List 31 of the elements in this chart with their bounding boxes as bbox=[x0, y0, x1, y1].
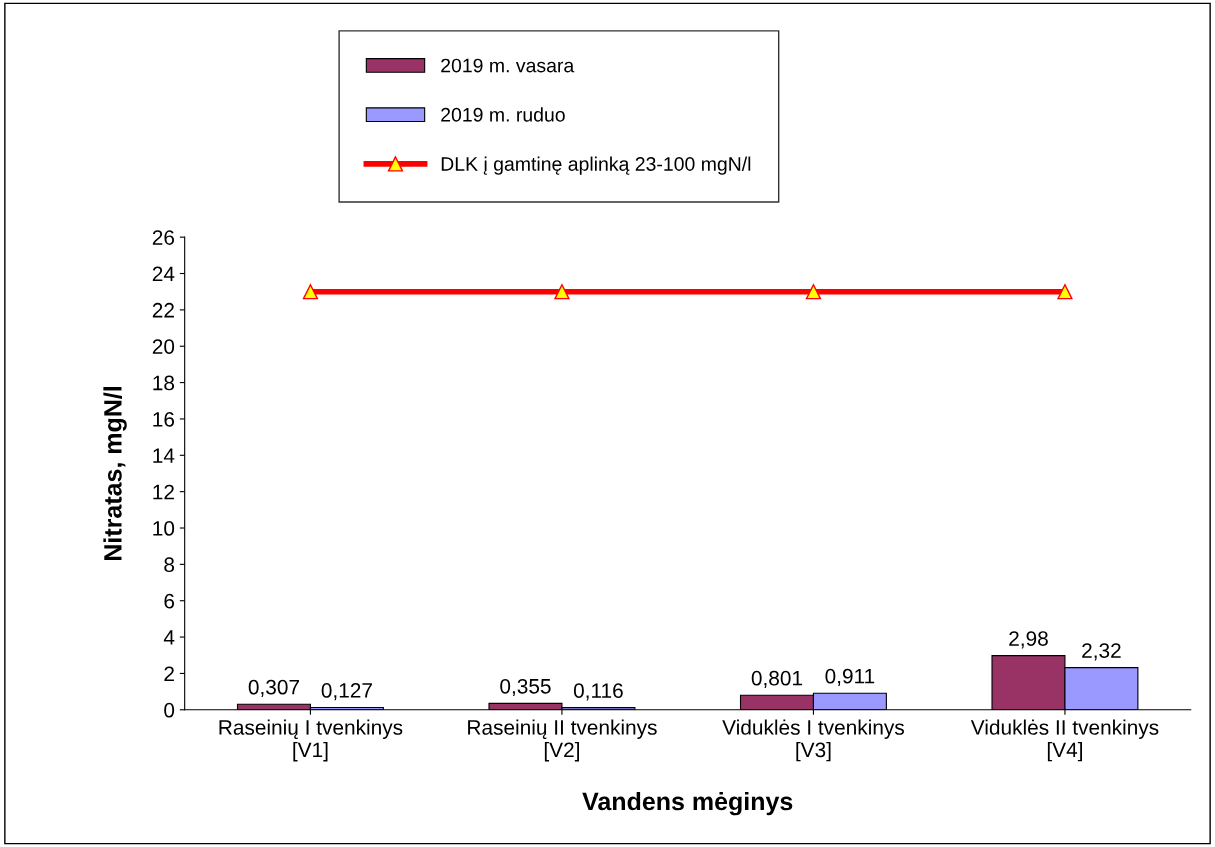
y-tick-label: 16 bbox=[153, 411, 175, 427]
y-axis-title: Nitratas, mgN/l bbox=[103, 387, 127, 561]
data-label: 0,911 bbox=[825, 668, 875, 687]
y-tick-label: 14 bbox=[153, 448, 175, 463]
data-label: 2,98 bbox=[1009, 631, 1048, 649]
y-tick-label: 10 bbox=[153, 521, 175, 536]
y-tick-label: 4 bbox=[163, 630, 175, 645]
y-tick-label: 18 bbox=[153, 375, 175, 391]
x-tick-label: Raseinių I tvenkinys [V1] bbox=[219, 719, 403, 762]
legend-label: 2019 m. vasara bbox=[441, 58, 575, 73]
x-tick-label: Viduklės II tvenkinys [V4] bbox=[970, 719, 1159, 762]
legend-label: 2019 m. ruduo bbox=[441, 107, 565, 122]
y-tick-label: 12 bbox=[153, 484, 174, 500]
legend-label: DLK į gamtinę aplinką 23-100 mgN/l bbox=[441, 156, 751, 175]
y-tick-label: 0 bbox=[164, 702, 175, 718]
data-label: 0,116 bbox=[573, 683, 623, 701]
y-tick-label: 22 bbox=[152, 302, 174, 318]
y-tick-label: 26 bbox=[152, 230, 175, 245]
data-label: 0,307 bbox=[248, 679, 299, 697]
data-label: 0,801 bbox=[751, 670, 803, 689]
data-label: 0,355 bbox=[500, 678, 551, 697]
y-tick-label: 2 bbox=[164, 666, 174, 681]
data-label: 2,32 bbox=[1082, 643, 1121, 661]
y-tick-label: 24 bbox=[152, 266, 175, 282]
x-tick-label: Raseinių II tvenkinys [V2] bbox=[468, 719, 657, 762]
data-label: 0,127 bbox=[321, 683, 372, 701]
x-axis-title: Vandens mėginys bbox=[582, 791, 793, 816]
x-tick-label: Viduklės I tvenkinys [V3] bbox=[722, 719, 904, 762]
y-tick-label: 8 bbox=[164, 557, 175, 573]
y-tick-label: 20 bbox=[152, 339, 175, 354]
y-tick-label: 6 bbox=[164, 593, 175, 609]
